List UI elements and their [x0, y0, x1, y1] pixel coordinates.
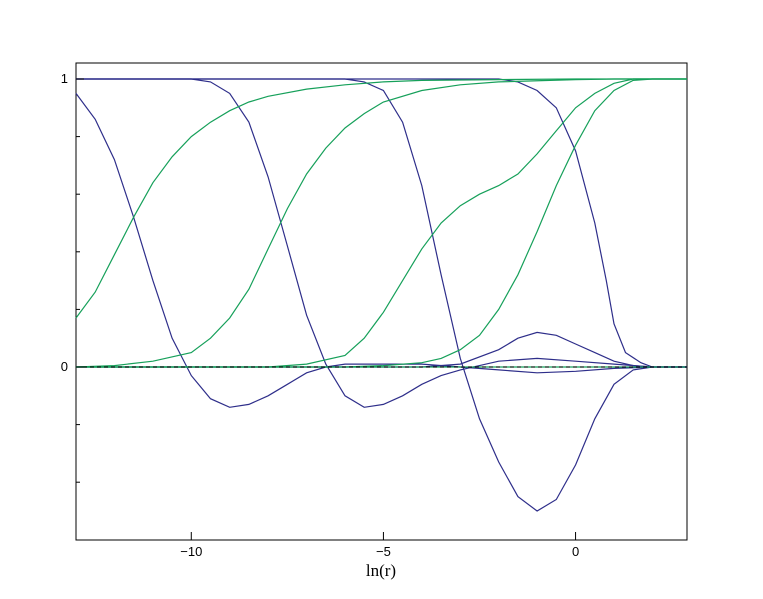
series-line-1: [75, 93, 687, 408]
series-line-3: [76, 78, 687, 512]
y-tick-label: 0: [61, 359, 68, 374]
series-line-7: [75, 78, 687, 368]
series-line-8: [76, 78, 687, 368]
series-line-9: [76, 78, 687, 368]
series-lines: [75, 78, 687, 512]
y-axis-ticks: 10: [61, 71, 84, 483]
x-tick-label: −10: [180, 544, 202, 559]
x-tick-label: −5: [376, 544, 391, 559]
plot-frame: [75, 62, 688, 541]
series-line-2: [76, 78, 687, 408]
x-tick-label: 0: [572, 544, 579, 559]
x-axis-title: ln(r): [366, 561, 396, 580]
x-axis-ticks: −10 −5 0: [180, 532, 579, 559]
series-line-5: [76, 331, 687, 368]
y-tick-label: 1: [61, 71, 68, 86]
series-line-6: [75, 78, 687, 319]
